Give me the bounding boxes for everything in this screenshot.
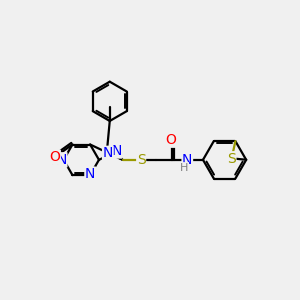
Text: H: H xyxy=(180,163,188,173)
Text: N: N xyxy=(182,153,193,167)
Text: N: N xyxy=(111,144,122,158)
Text: O: O xyxy=(50,150,60,164)
Text: S: S xyxy=(227,152,236,166)
Text: H: H xyxy=(51,157,59,167)
Text: N: N xyxy=(85,167,95,181)
Text: N: N xyxy=(56,153,67,167)
Text: O: O xyxy=(165,133,176,147)
Text: S: S xyxy=(137,153,146,167)
Text: N: N xyxy=(103,146,113,160)
